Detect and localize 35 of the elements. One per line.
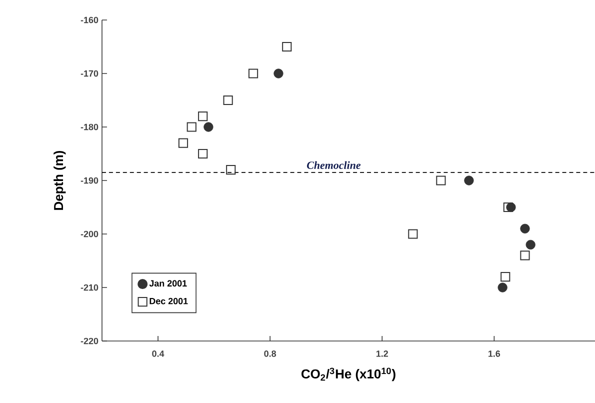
- point: [226, 165, 236, 175]
- y-tick-label: -170: [80, 70, 98, 77]
- x-tick-label: 1.2: [376, 350, 388, 357]
- point: [178, 138, 188, 148]
- point: [198, 148, 208, 159]
- x-tick-label: 1.6: [488, 350, 500, 357]
- point: [186, 122, 196, 132]
- ref-line-label: Chemocline: [306, 161, 361, 169]
- point: [503, 202, 513, 212]
- y-tick-label: -180: [80, 124, 98, 130]
- y-tick-label: -190: [80, 177, 98, 184]
- x-axis-title: CO$_{2}$/$^{3}$He (x10$^{10}$): [301, 368, 396, 382]
- legend-label: Dec 2001: [150, 298, 188, 304]
- y-tick-label: -160: [80, 16, 98, 24]
- x-tick-label: 0.4: [152, 350, 164, 357]
- point: [204, 122, 214, 132]
- legend-label: Jan 2001: [149, 280, 187, 287]
- point: [498, 282, 508, 292]
- point: [223, 95, 233, 106]
- point: [464, 176, 474, 186]
- x-tick-label: 0.8: [264, 350, 276, 357]
- point: [500, 272, 510, 282]
- point: [282, 42, 292, 52]
- y-tick-label: -200: [80, 230, 98, 238]
- point: [436, 176, 446, 186]
- point: [520, 224, 530, 234]
- point: [520, 250, 530, 260]
- y-axis-title: Depth (m): [54, 150, 66, 210]
- point: [274, 68, 284, 78]
- point: [248, 68, 258, 78]
- point: [408, 229, 418, 239]
- point: [526, 240, 536, 250]
- point: [198, 112, 208, 122]
- y-tick-label: -210: [80, 284, 98, 291]
- y-tick-label: -220: [80, 338, 98, 344]
